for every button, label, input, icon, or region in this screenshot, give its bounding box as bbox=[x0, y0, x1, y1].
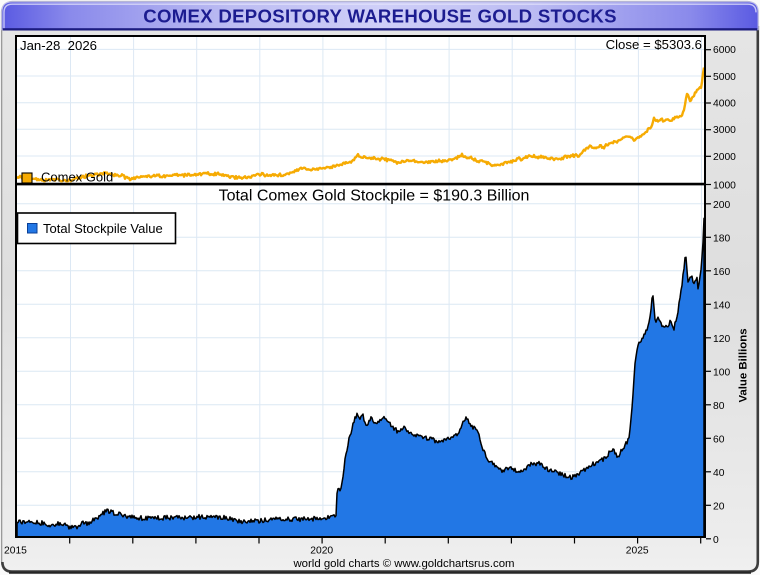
svg-text:180: 180 bbox=[713, 234, 730, 245]
svg-text:60: 60 bbox=[713, 435, 725, 446]
svg-text:140: 140 bbox=[713, 301, 730, 312]
svg-text:Jan-28 2026: Jan-28 2026 bbox=[20, 38, 97, 53]
svg-text:0: 0 bbox=[713, 535, 719, 546]
svg-text:80: 80 bbox=[713, 401, 725, 412]
svg-text:200: 200 bbox=[713, 200, 730, 211]
svg-text:160: 160 bbox=[713, 267, 730, 278]
svg-text:100: 100 bbox=[713, 368, 730, 379]
svg-text:Total Stockpile Value: Total Stockpile Value bbox=[43, 221, 163, 236]
svg-text:4000: 4000 bbox=[713, 99, 736, 110]
svg-text:COMEX DEPOSITORY WAREHOUSE GOL: COMEX DEPOSITORY WAREHOUSE GOLD STOCKS bbox=[143, 6, 617, 27]
svg-text:2015: 2015 bbox=[4, 546, 27, 557]
svg-text:Comex Gold: Comex Gold bbox=[41, 170, 113, 185]
svg-text:3000: 3000 bbox=[713, 125, 736, 136]
svg-text:2025: 2025 bbox=[626, 546, 649, 557]
svg-text:5000: 5000 bbox=[713, 72, 736, 83]
svg-text:2000: 2000 bbox=[713, 152, 736, 163]
svg-text:Total Comex Gold Stockpile = $: Total Comex Gold Stockpile = $190.3 Bill… bbox=[219, 188, 530, 205]
svg-text:120: 120 bbox=[713, 334, 730, 345]
svg-text:20: 20 bbox=[713, 502, 725, 513]
svg-text:Value Billions: Value Billions bbox=[738, 328, 750, 402]
svg-text:Close = $5303.6: Close = $5303.6 bbox=[606, 37, 702, 52]
svg-text:6000: 6000 bbox=[713, 45, 736, 56]
svg-text:40: 40 bbox=[713, 468, 725, 479]
svg-text:2020: 2020 bbox=[310, 546, 333, 557]
svg-text:world gold charts © www.goldch: world gold charts © www.goldchartsrus.co… bbox=[292, 558, 514, 570]
svg-text:1000: 1000 bbox=[713, 181, 736, 192]
